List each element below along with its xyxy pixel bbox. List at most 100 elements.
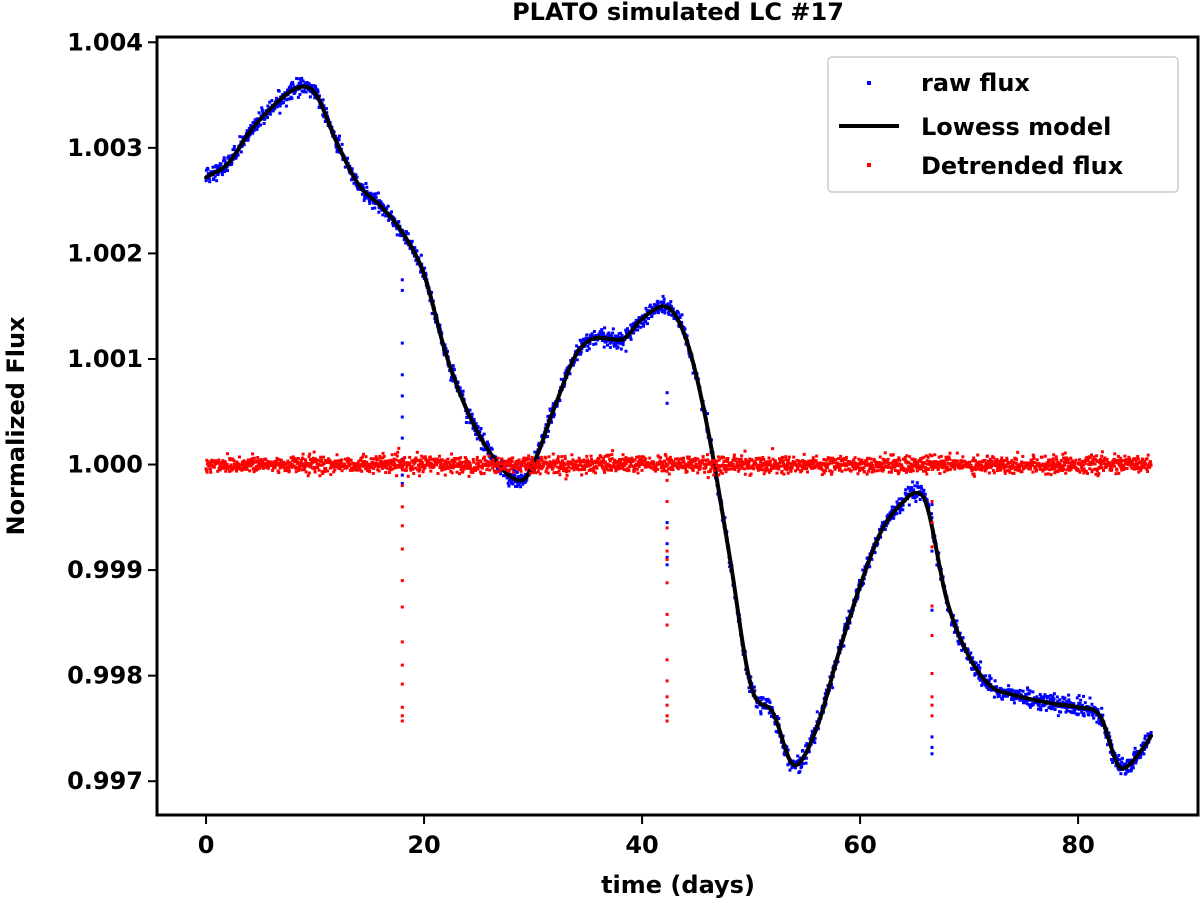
raw-flux-transit-point bbox=[930, 735, 934, 739]
detrended-flux-point bbox=[836, 457, 840, 461]
raw-flux-point bbox=[670, 313, 674, 317]
detrended-flux-point bbox=[544, 460, 548, 464]
detrended-flux-point bbox=[740, 454, 744, 458]
detrended-flux-point bbox=[495, 460, 499, 464]
detrended-flux-point bbox=[1061, 452, 1065, 456]
raw-flux-point bbox=[430, 312, 434, 315]
detrended-flux-point bbox=[848, 462, 852, 466]
detrended-flux-point bbox=[826, 465, 829, 469]
raw-flux-point bbox=[387, 218, 391, 222]
raw-flux-point bbox=[1115, 756, 1119, 760]
raw-flux-point bbox=[490, 447, 494, 451]
raw-flux-point bbox=[1012, 701, 1016, 705]
raw-flux-point bbox=[921, 490, 925, 494]
detrended-flux-point bbox=[999, 461, 1003, 465]
detrended-flux-point bbox=[759, 460, 763, 464]
detrended-flux-point bbox=[684, 465, 688, 468]
detrended-flux-point bbox=[983, 466, 987, 470]
detrended-flux-point bbox=[496, 465, 500, 469]
detrended-flux-point bbox=[206, 460, 210, 464]
detrended-flux-point bbox=[822, 458, 826, 461]
detrended-flux-point bbox=[303, 468, 307, 472]
detrended-flux-point bbox=[582, 460, 585, 464]
detrended-flux-point bbox=[1005, 456, 1009, 460]
detrended-flux-point bbox=[421, 470, 425, 474]
detrended-flux-point bbox=[788, 467, 792, 471]
raw-flux-point bbox=[810, 729, 814, 733]
raw-flux-point bbox=[361, 184, 365, 188]
detrended-flux-point bbox=[538, 472, 542, 476]
detrended-flux-point bbox=[306, 474, 310, 478]
raw-flux-point bbox=[1144, 745, 1148, 749]
detrended-flux-point bbox=[442, 467, 446, 471]
detrended-flux-point bbox=[324, 467, 328, 470]
detrended-flux-point bbox=[708, 460, 712, 464]
detrended-flux-point bbox=[792, 455, 796, 459]
raw-flux-point bbox=[644, 319, 648, 323]
detrended-flux-point bbox=[664, 464, 668, 468]
detrended-flux-point bbox=[1015, 462, 1019, 466]
detrended-flux-point bbox=[892, 458, 896, 462]
detrended-flux-point bbox=[1013, 468, 1017, 472]
detrended-flux-point bbox=[314, 457, 317, 461]
detrended-flux-point bbox=[591, 460, 595, 464]
detrended-flux-point bbox=[913, 462, 917, 466]
detrended-flux-point bbox=[234, 465, 238, 469]
raw-flux-point bbox=[521, 482, 525, 486]
detrended-flux-point bbox=[505, 460, 509, 464]
detrended-flux-point bbox=[810, 461, 814, 465]
raw-flux-point bbox=[656, 299, 660, 303]
raw-flux-transit-point bbox=[400, 278, 404, 282]
detrended-flux-point bbox=[919, 467, 923, 471]
raw-flux-point bbox=[957, 642, 961, 646]
detrended-flux-point bbox=[871, 469, 875, 473]
raw-flux-point bbox=[755, 705, 759, 709]
detrended-flux-point bbox=[368, 470, 372, 474]
detrended-flux-point bbox=[599, 455, 603, 459]
detrended-flux-point bbox=[1045, 461, 1049, 465]
raw-flux-point bbox=[870, 557, 874, 561]
raw-flux-point bbox=[798, 770, 802, 774]
detrended-flux-point bbox=[608, 463, 612, 467]
detrended-flux-point bbox=[562, 467, 566, 471]
raw-flux-point bbox=[661, 294, 665, 298]
raw-flux-point bbox=[355, 175, 359, 179]
raw-flux-point bbox=[925, 498, 929, 502]
raw-flux-point bbox=[646, 322, 649, 326]
detrended-flux-point bbox=[576, 459, 580, 463]
raw-flux-point bbox=[640, 314, 644, 318]
detrended-flux-point bbox=[1016, 450, 1020, 454]
detrended-flux-point bbox=[297, 465, 301, 468]
detrended-flux-point bbox=[878, 455, 882, 459]
raw-flux-point bbox=[1038, 701, 1041, 705]
raw-flux-point bbox=[517, 475, 521, 478]
raw-flux-point bbox=[1143, 737, 1147, 741]
detrended-flux-point bbox=[271, 468, 275, 472]
raw-flux-transit-point bbox=[665, 391, 669, 395]
detrended-flux-point bbox=[508, 461, 512, 465]
detrended-flux-point bbox=[462, 467, 466, 471]
detrended-flux-point bbox=[537, 460, 541, 464]
detrended-flux-point bbox=[1048, 458, 1052, 462]
raw-flux-point bbox=[1139, 743, 1143, 747]
detrended-flux-point bbox=[908, 466, 912, 470]
raw-flux-point bbox=[284, 104, 288, 108]
detrended-flux-point bbox=[277, 458, 281, 462]
detrended-flux-point bbox=[708, 469, 712, 473]
detrended-flux-point bbox=[320, 458, 324, 462]
detrended-flux-point bbox=[711, 466, 715, 470]
raw-flux-point bbox=[314, 84, 317, 88]
raw-flux-point bbox=[911, 496, 915, 499]
detrended-flux-point bbox=[944, 466, 948, 470]
detrended-flux-point bbox=[703, 470, 707, 474]
detrended-flux-point bbox=[640, 468, 644, 472]
detrended-flux-point bbox=[685, 470, 689, 474]
raw-flux-transit-point bbox=[400, 341, 404, 345]
detrended-flux-point bbox=[537, 466, 541, 470]
detrended-flux-point bbox=[629, 464, 633, 467]
detrended-flux-point bbox=[532, 468, 536, 472]
detrended-flux-point bbox=[468, 461, 472, 465]
raw-flux-point bbox=[1036, 707, 1040, 711]
raw-flux-point bbox=[1031, 690, 1035, 694]
detrended-flux-point bbox=[1062, 460, 1066, 464]
